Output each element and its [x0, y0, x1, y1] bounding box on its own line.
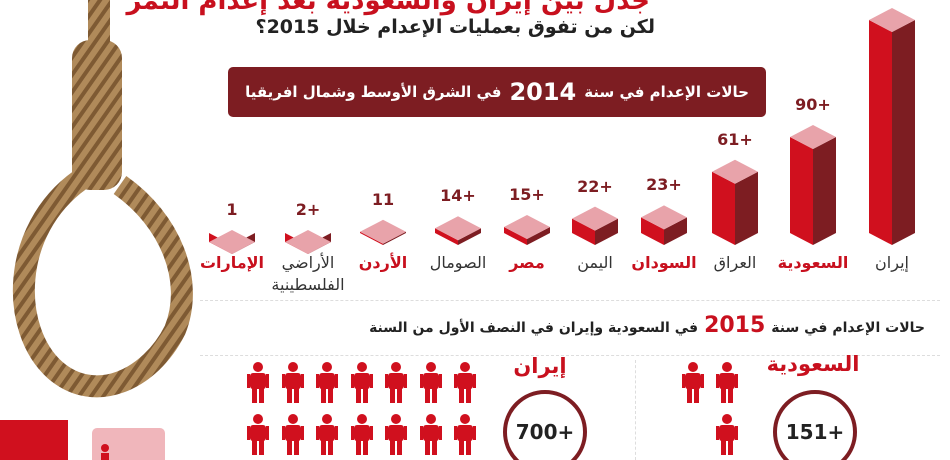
iran-label: إيران — [513, 354, 567, 378]
bar-front — [641, 217, 664, 245]
bar-front — [790, 137, 813, 245]
bar-side — [664, 217, 687, 245]
bar-side — [813, 137, 836, 245]
divider — [200, 300, 940, 301]
bar-value-label: 61+ — [717, 129, 753, 149]
heading-text: حالات الإعدام في سنة — [771, 320, 925, 336]
bar-chart — [209, 8, 915, 254]
bar-front — [504, 227, 527, 245]
person-icon — [682, 362, 704, 403]
legend-red-box — [0, 420, 68, 460]
bar-category-label: الأردن — [358, 253, 408, 272]
bar-top — [360, 219, 406, 244]
person-icon — [385, 362, 407, 403]
bar-top — [285, 230, 331, 254]
banner-year: 2014 — [509, 78, 577, 106]
bar-category-label: اليمن — [577, 253, 613, 272]
person-icon — [316, 414, 338, 455]
bar-side — [383, 231, 406, 245]
bar-category-label: مصر — [509, 253, 545, 272]
bar-side — [458, 228, 481, 245]
banner-2014: حالات الإعدام في سنة 2014 في الشرق الأوس… — [228, 67, 766, 117]
person-icon — [419, 362, 442, 403]
bar-side — [595, 218, 618, 245]
subtitle: لكن من تفوق بعمليات الإعدام خلال 2015؟ — [255, 16, 655, 38]
person-icon — [281, 362, 304, 403]
bar-category-label: إيران — [875, 253, 909, 272]
legend-pink-box — [92, 428, 165, 460]
divider — [200, 355, 940, 356]
bar-top — [790, 125, 836, 149]
bar-front — [360, 231, 383, 245]
bar-top — [209, 230, 255, 254]
bar-category-label: الأراضي الفلسطينية — [271, 253, 345, 294]
bar-top — [641, 205, 687, 230]
heading-text-2: في السعودية وإيران في النصف الأول من الس… — [369, 320, 699, 336]
bar-category-label: السودان — [631, 253, 697, 272]
divider — [635, 360, 636, 460]
bar-front — [869, 20, 892, 245]
person-icon — [247, 414, 269, 455]
iran-count-circle: 700+ — [503, 390, 587, 460]
saudi-count-circle: 151+ — [773, 390, 857, 460]
person-icon — [716, 414, 738, 455]
section-2015-heading: حالات الإعدام في سنة 2015 في السعودية وإ… — [369, 313, 925, 338]
bar-top — [869, 8, 915, 32]
bar-value-label: 23+ — [646, 175, 682, 195]
bar-side — [892, 20, 915, 245]
person-icon — [454, 362, 476, 403]
person-icon — [316, 362, 338, 403]
person-icon — [281, 414, 304, 455]
bar-category-label: السعودية — [777, 253, 849, 272]
person-icon — [716, 362, 738, 403]
bar-side — [527, 227, 550, 245]
bar-top — [572, 206, 618, 231]
bar-top — [435, 216, 481, 241]
bar-value-label: 22+ — [577, 176, 613, 196]
bar-category-label: الإمارات — [199, 253, 265, 272]
person-icon — [419, 414, 442, 455]
noose-image — [0, 0, 193, 460]
person-icon — [350, 414, 373, 455]
saudi-label: السعودية — [766, 352, 860, 376]
bar-top — [504, 215, 550, 239]
bar-front — [435, 228, 458, 245]
main-title: جدل بين إيران والسعودية بعد إعدام النمر — [126, 0, 650, 16]
bar-value-label: 11 — [371, 189, 395, 209]
bar-value-label: 2+ — [295, 200, 321, 219]
person-icon — [350, 362, 373, 403]
person-icon — [247, 362, 269, 403]
bar-value-label: 1 — [226, 200, 238, 219]
bar-front — [712, 171, 735, 245]
bar-value-label: 90+ — [795, 95, 831, 114]
person-icon — [385, 414, 407, 455]
bar-value-label: 15+ — [509, 185, 545, 204]
bar-top — [712, 159, 758, 184]
bar-value-label: 14+ — [440, 186, 476, 206]
banner-text: حالات الإعدام في سنة — [584, 83, 749, 101]
bar-side — [735, 171, 758, 245]
bar-front — [572, 218, 595, 245]
banner-text-2: في الشرق الأوسط وشمال افريقيا — [245, 83, 502, 101]
bar-category-label: العراق — [713, 253, 757, 272]
person-icon — [454, 414, 476, 455]
heading-year: 2015 — [704, 313, 766, 338]
bar-category-label: الصومال — [429, 253, 487, 272]
